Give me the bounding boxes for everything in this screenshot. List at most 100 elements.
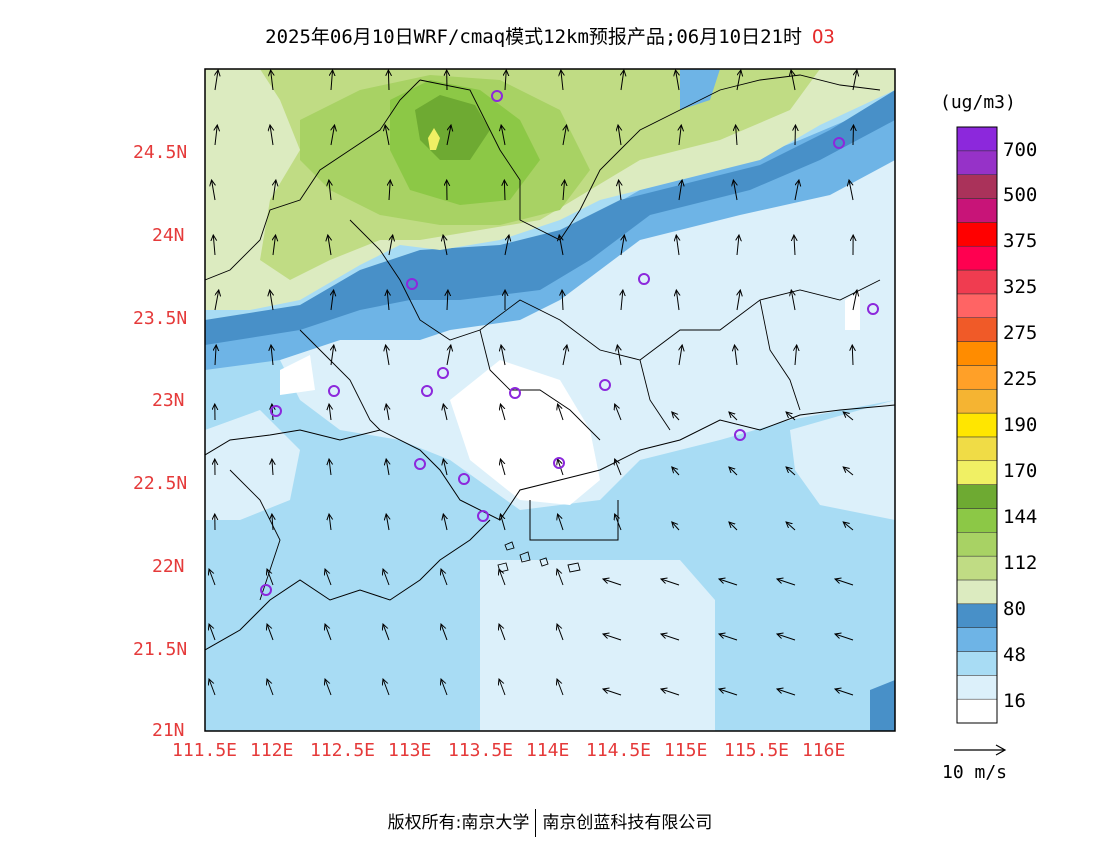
colorbar-label: 80 [1003,598,1026,620]
wind-arrow [272,459,273,476]
colorbar-swatch [956,627,998,652]
footer-divider [535,809,537,837]
wind-arrow [737,235,739,256]
colorbar-label: 275 [1003,322,1038,344]
station-marker [553,457,565,469]
colorbar-label: 700 [1003,139,1038,161]
station-marker [833,137,845,149]
wind-arrow [557,624,564,641]
colorbar-swatch [956,412,998,438]
station-marker [406,278,418,290]
wind-arrow [329,514,331,531]
wind-arrow [270,125,273,146]
wind-arrow [386,459,389,476]
wind-arrow [679,180,682,201]
wind-arrow [505,70,506,91]
map-frame [204,68,896,732]
wind-arrow [794,180,799,201]
wind-arrow [385,125,389,146]
wind-arrow [446,345,451,366]
colorbar-swatch [956,198,998,223]
station-marker [477,510,489,522]
wind-arrow [383,569,390,586]
wind-arrow [330,125,335,146]
wind-arrow [325,624,332,641]
wind-arrow [736,70,741,91]
wind-arrow [661,579,680,586]
wind-arrow [835,689,854,696]
wind-arrow [562,125,567,146]
company-text: 南京创蓝科技有限公司 [542,813,713,833]
wind-arrow [852,70,857,91]
station-marker [328,385,340,397]
lon-label-114-5: 114.5E [586,740,652,761]
title-text: 2025年06月10日WRF/cmaq模式12km预报产品;06月10日21时 [265,26,802,48]
colorbar-swatch [956,508,998,533]
wind-arrow [447,290,448,311]
station-marker [260,584,272,596]
lat-label-23: 23N [152,390,185,411]
wind-arrow [388,235,393,256]
station-marker [270,405,282,417]
station-marker [414,458,426,470]
wind-arrow [777,689,796,696]
wind-arrow [501,345,505,366]
colorbar-label: 375 [1003,230,1038,252]
wind-arrow [734,345,737,366]
wind-arrow [209,679,216,696]
colorbar-swatch [956,675,998,700]
lat-label-23-5: 23.5N [133,308,188,329]
wind-arrow [615,404,622,421]
colorbar-swatch [956,532,998,557]
wind-arrow [273,235,276,256]
lat-label-24: 24N [152,225,185,246]
lon-label-113: 113E [388,740,432,761]
wind-arrow [325,569,332,586]
colorbar-swatch [956,555,998,581]
station-marker [867,303,879,315]
colorbar-swatch [956,269,998,295]
lat-label-21-5: 21.5N [133,639,188,660]
station-marker [599,379,611,391]
station-marker [458,473,470,485]
wind-arrow [557,679,564,696]
colorbar [956,126,998,724]
wind-arrow [271,70,273,91]
lon-label-115: 115E [664,740,708,761]
wind-arrow [791,70,795,91]
wind-arrow [559,235,563,256]
wind-arrow [325,679,332,696]
colorbar-swatch [956,460,998,485]
wind-arrow [499,679,506,696]
lat-label-22: 22N [152,556,185,577]
wind-arrow [603,689,622,696]
wind-arrow [843,467,854,476]
wind-arrow [331,70,333,91]
wind-arrow [736,125,737,146]
wind-arrow [791,290,795,311]
wind-reference-arrow [954,744,1007,756]
colorbar-swatch [956,293,998,318]
wind-arrow [679,125,681,146]
colorbar-swatch [956,365,998,390]
wind-arrow [383,624,390,641]
wind-arrow [386,345,389,366]
colorbar-swatch [956,388,998,414]
wind-arrow [672,522,680,531]
wind-arrow [719,689,738,696]
lat-label-24-5: 24.5N [133,142,188,163]
wind-arrow [562,290,563,311]
wind-arrow [618,125,621,146]
colorbar-swatch [956,245,998,271]
wind-arrow [621,70,624,91]
wind-arrow [786,412,796,421]
wind-arrow [500,404,506,421]
colorbar-swatch [956,341,998,366]
wind-arrow [619,180,621,201]
station-marker [491,90,503,102]
wind-arrow [267,569,274,586]
wind-reference-label: 10 m/s [942,762,1008,783]
lon-label-114: 114E [526,740,570,761]
wind-arrow [603,634,622,641]
